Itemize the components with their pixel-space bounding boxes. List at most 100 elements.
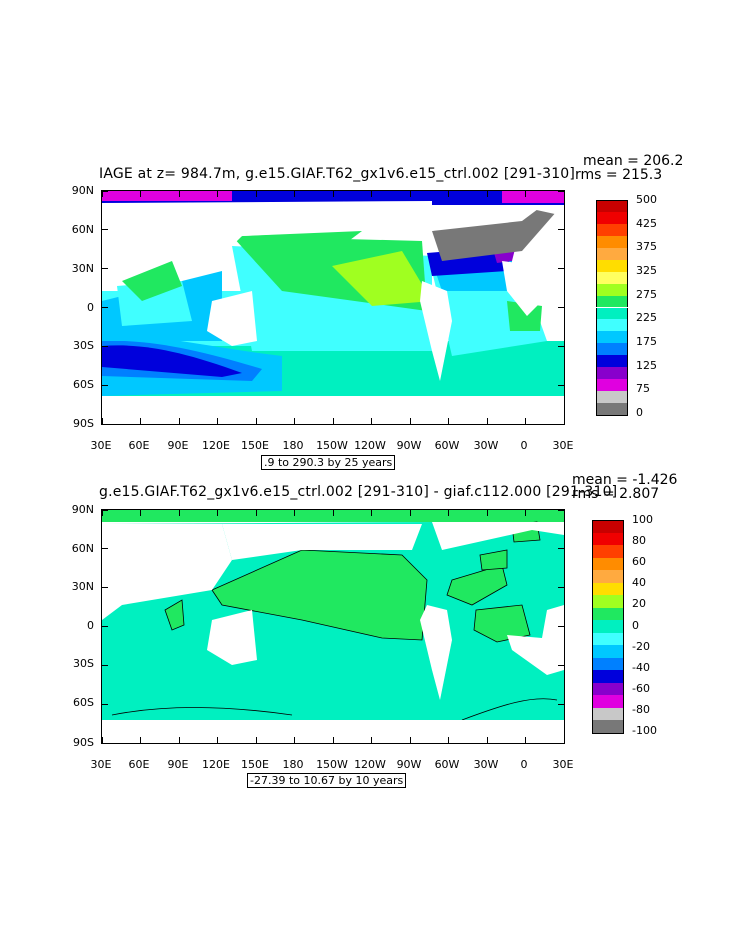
axis-tick <box>332 510 334 516</box>
lon-label: 60W <box>434 439 460 452</box>
panel-2-map-field <box>102 510 564 743</box>
land <box>102 201 564 231</box>
panel-2-title: g.e15.GIAF.T62_gx1v6.e15_ctrl.002 [291-3… <box>99 484 618 500</box>
panel-1-contour-range: .9 to 290.3 by 25 years <box>261 455 396 470</box>
lat-label: 90N <box>71 503 94 516</box>
contour-region <box>211 549 428 641</box>
axis-tick <box>558 307 564 308</box>
panel-2-contour-range: -27.39 to 10.67 by 10 years <box>247 773 407 788</box>
colorbar-label: -40 <box>632 660 650 674</box>
axis-tick <box>178 737 180 743</box>
colorbar-swatch <box>592 657 624 671</box>
colorbar-swatch <box>592 532 624 546</box>
axis-tick <box>140 418 141 424</box>
colorbar-label: 60 <box>632 555 646 569</box>
panel-2-mean: mean = -1.426 <box>572 472 678 488</box>
axis-tick <box>294 510 295 516</box>
colorbar-swatch <box>592 582 624 596</box>
colorbar-swatch <box>596 379 628 392</box>
colorbar-label: 20 <box>632 597 646 611</box>
axis-tick <box>255 510 257 516</box>
lon-label: 0 <box>520 758 528 771</box>
panel-1-rms: rms = 215.3 <box>575 167 663 183</box>
axis-tick <box>294 418 295 424</box>
colorbar-label: 425 <box>636 216 657 230</box>
colorbar-swatch <box>596 295 628 308</box>
colorbar-label: 375 <box>636 240 657 254</box>
lon-label: 180 <box>282 439 304 452</box>
axis-tick <box>371 510 372 516</box>
axis-tick <box>371 737 372 743</box>
colorbar-swatch <box>596 259 628 272</box>
land <box>502 261 547 316</box>
land <box>102 522 564 550</box>
axis-tick <box>102 345 108 347</box>
lon-label: 90E <box>167 439 189 452</box>
axis-tick <box>486 737 488 743</box>
axis-tick <box>140 191 141 197</box>
axis-tick <box>217 737 218 743</box>
colorbar-swatch <box>596 307 628 320</box>
axis-tick <box>558 742 564 743</box>
lon-label: 90E <box>167 758 189 771</box>
lat-label: 90S <box>73 417 94 430</box>
colorbar-swatch <box>592 607 624 621</box>
land <box>420 281 452 381</box>
panel-1-map <box>101 190 565 425</box>
colorbar-swatch <box>596 355 628 368</box>
axis-tick <box>102 742 108 743</box>
colorbar-swatch <box>596 223 628 236</box>
colorbar-swatch <box>592 570 624 583</box>
lat-label: 90S <box>73 736 94 749</box>
axis-tick <box>371 191 372 197</box>
axis-tick <box>563 737 564 743</box>
colorbar-swatch <box>596 235 628 248</box>
lon-label: 120E <box>202 439 230 452</box>
axis-tick <box>332 418 334 424</box>
field-region <box>122 261 182 301</box>
axis-tick <box>178 418 180 424</box>
lon-label: 30E <box>552 439 574 452</box>
lat-label: 30S <box>73 339 94 352</box>
axis-tick <box>558 664 564 666</box>
contour-region <box>164 599 185 631</box>
colorbar-label: 40 <box>632 576 646 590</box>
colorbar-swatch <box>592 557 624 571</box>
axis-tick <box>558 423 564 424</box>
axis-tick <box>102 191 108 192</box>
lat-label: 60N <box>71 223 94 236</box>
lon-label: 30W <box>473 439 499 452</box>
axis-tick <box>563 418 564 424</box>
axis-tick <box>448 737 449 743</box>
axis-tick <box>525 191 526 197</box>
axis-tick <box>102 548 108 550</box>
axis-tick <box>558 345 564 347</box>
panel-1-map-field <box>102 191 564 424</box>
land <box>102 205 242 281</box>
lon-label: 180 <box>282 758 304 771</box>
lon-label: 60E <box>128 758 150 771</box>
axis-tick <box>486 418 488 424</box>
lat-label: 0 <box>87 301 94 314</box>
axis-tick <box>255 737 257 743</box>
field-region <box>242 231 362 261</box>
land <box>102 524 232 620</box>
field-region <box>102 191 232 201</box>
lon-label: 30E <box>90 439 112 452</box>
panel-2-rms: rms = 2.807 <box>572 486 660 502</box>
contour-line <box>111 707 293 716</box>
colorbar-swatch <box>596 247 628 260</box>
axis-tick <box>255 191 257 197</box>
colorbar-label: -60 <box>632 681 650 695</box>
colorbar-label: 175 <box>636 335 657 348</box>
colorbar-label: -80 <box>632 702 650 716</box>
axis-tick <box>217 418 218 424</box>
lon-label: 60W <box>434 758 460 771</box>
axis-tick <box>102 268 108 270</box>
lat-label: 30N <box>71 262 94 275</box>
axis-tick <box>217 191 218 197</box>
panel-2-colorbar: 100 80 60 40 20 0 -20 -40 -60 -80 -100 <box>592 513 657 737</box>
land <box>207 610 257 665</box>
axis-tick <box>178 191 180 197</box>
axis-tick <box>371 418 372 424</box>
